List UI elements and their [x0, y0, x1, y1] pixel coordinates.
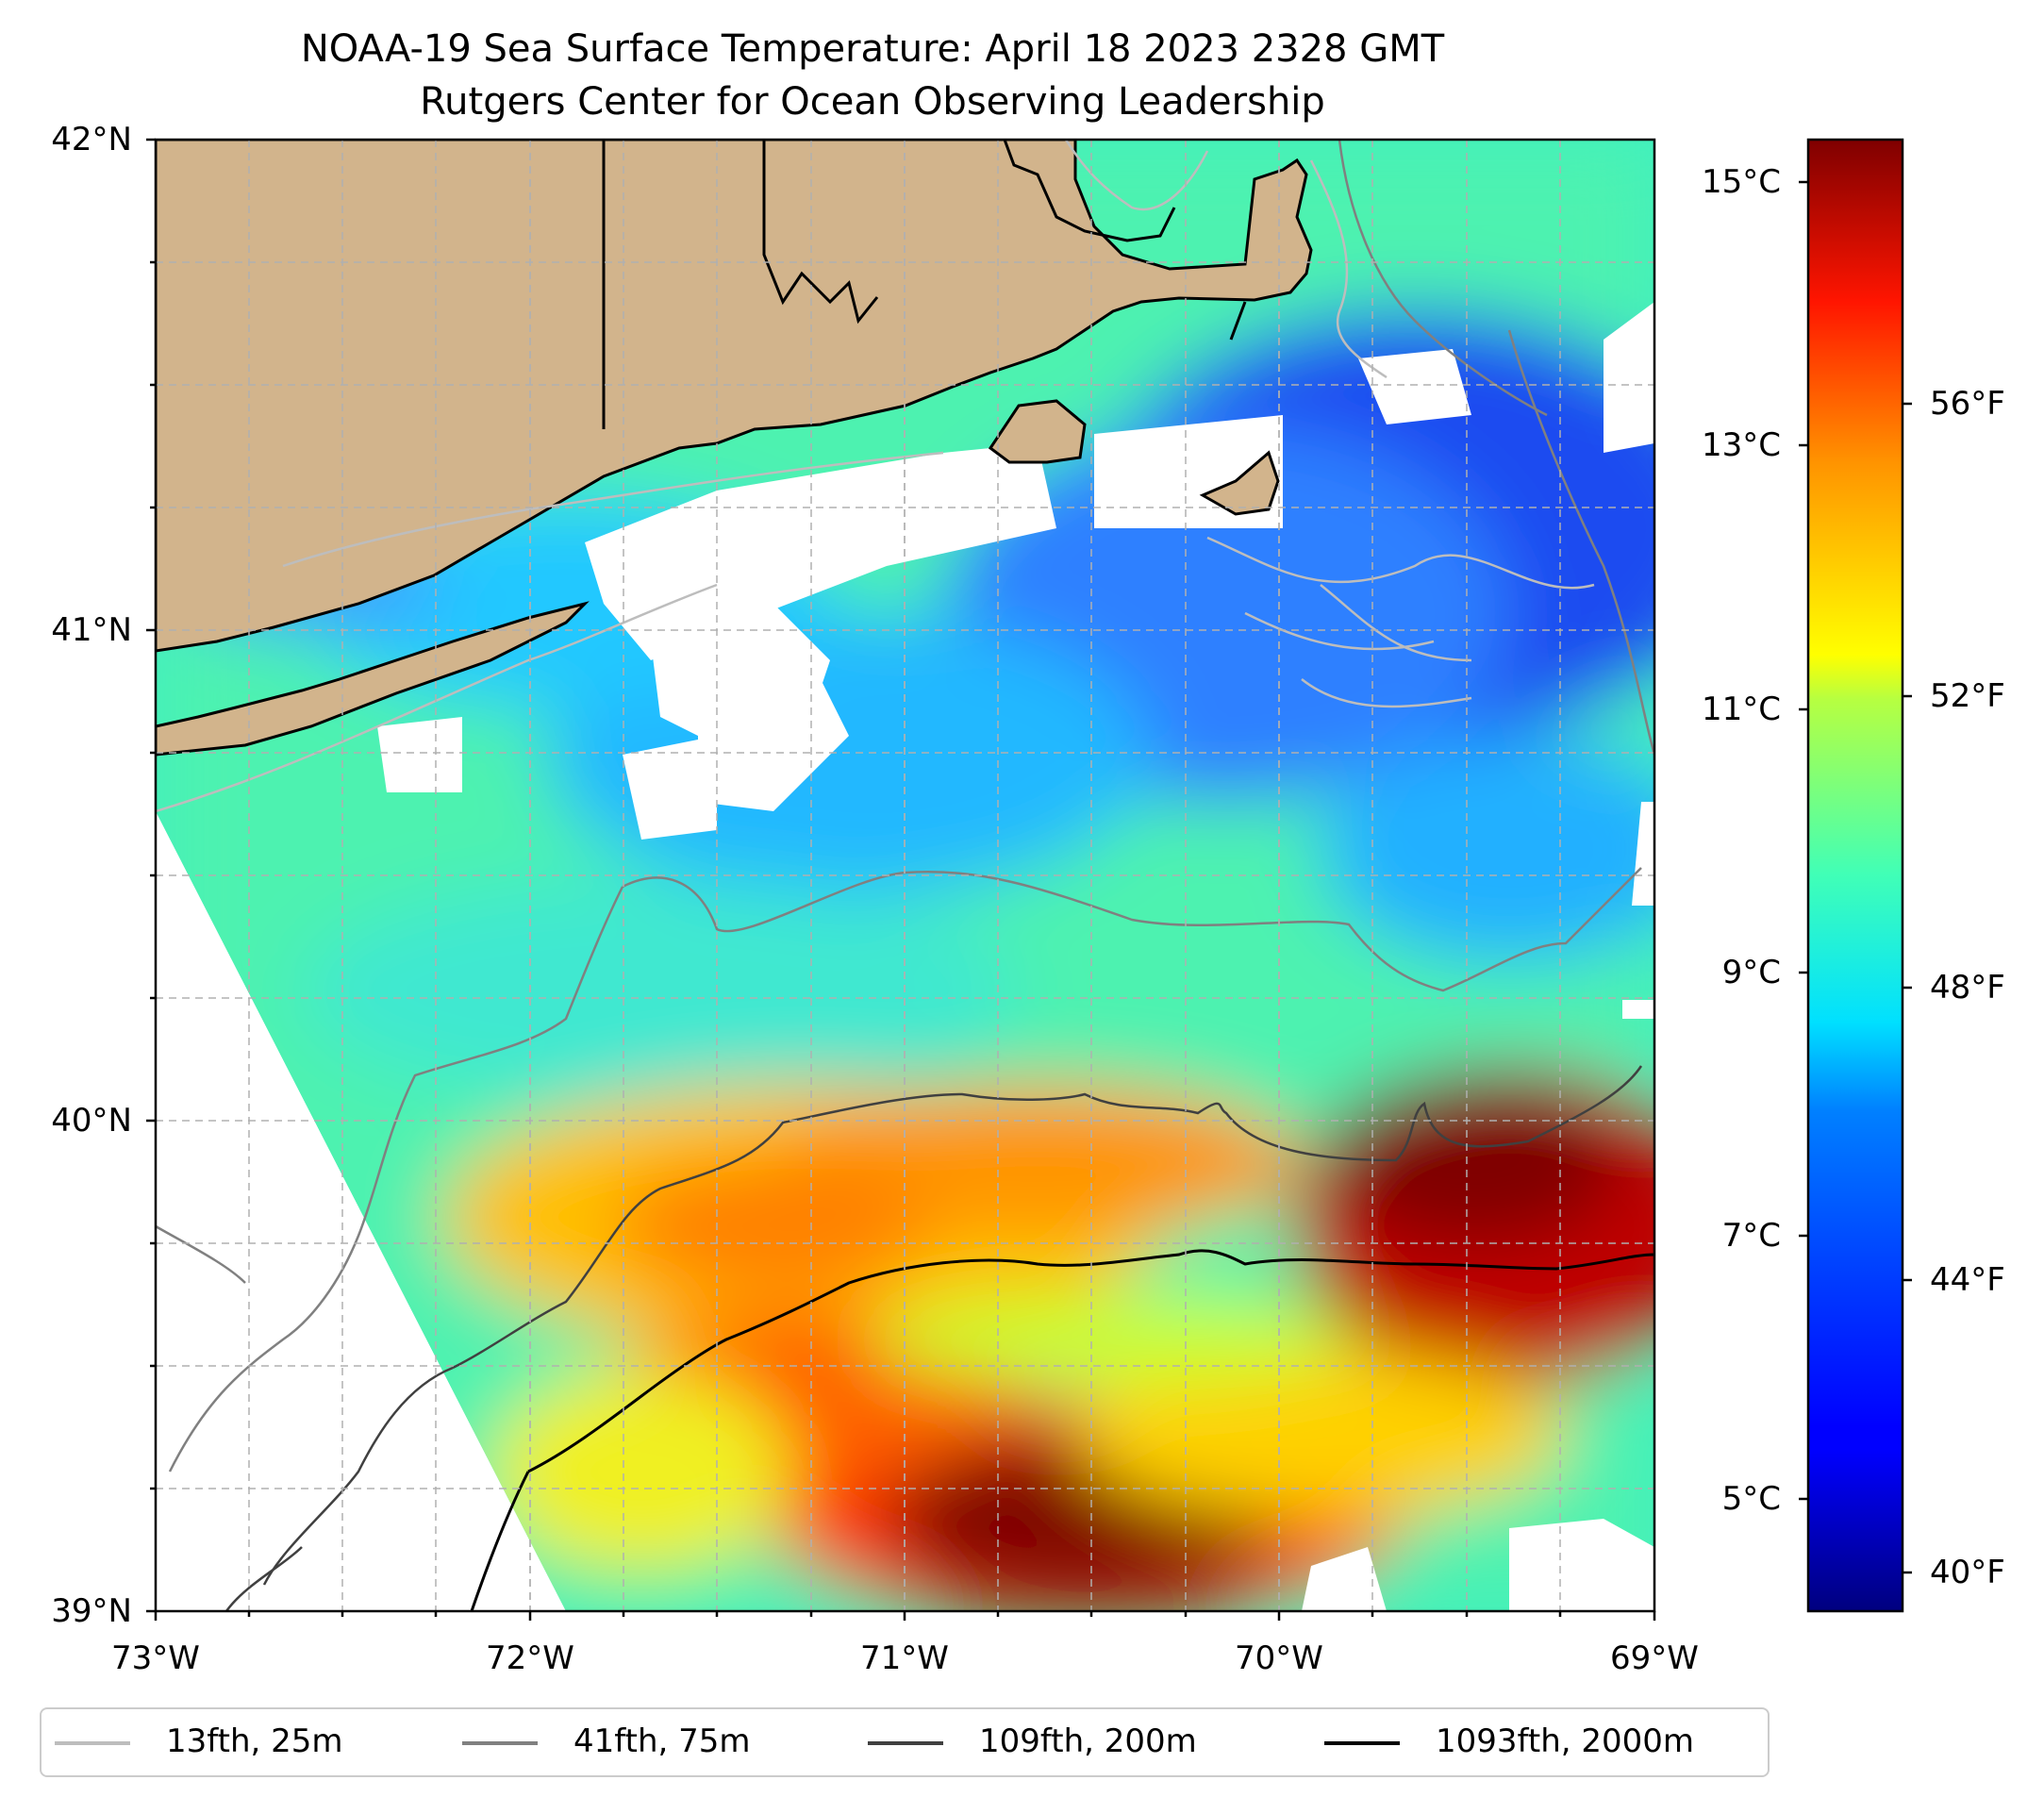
colorbar-label-7c: 7°C — [1721, 1217, 1781, 1255]
colorbar — [1799, 138, 1912, 1613]
colorbar-label-52f: 52°F — [1930, 677, 2005, 715]
legend-label-2000m: 1093fth, 2000m — [1436, 1722, 1695, 1760]
legend-label-75m: 41fth, 75m — [573, 1722, 751, 1760]
colorbar-label-11c: 11°C — [1701, 691, 1781, 728]
legend-label-25m: 13fth, 25m — [166, 1722, 343, 1760]
colorbar-label-5c: 5°C — [1721, 1480, 1781, 1518]
plot-frame — [146, 138, 1656, 1621]
lat-label-39: 39°N — [51, 1592, 132, 1630]
lat-label-41: 41°N — [51, 611, 132, 649]
land — [156, 140, 1313, 757]
lat-label-40: 40°N — [51, 1102, 132, 1140]
colorbar-label-56f: 56°F — [1930, 385, 2005, 423]
lon-label-70: 70°W — [1235, 1639, 1323, 1677]
lon-label-69: 69°W — [1610, 1639, 1699, 1677]
colorbar-label-48f: 48°F — [1930, 969, 2005, 1007]
map-title: NOAA-19 Sea Surface Temperature: April 1… — [300, 27, 1445, 71]
depth-legend: 13fth, 25m 41fth, 75m 109fth, 200m 1093f… — [40, 1707, 1770, 1777]
lon-label-71: 71°W — [860, 1639, 949, 1677]
lat-label-42: 42°N — [51, 121, 132, 158]
colorbar-label-9c: 9°C — [1721, 954, 1781, 991]
colorbar-label-40f: 40°F — [1930, 1554, 2005, 1591]
legend-line-75m — [462, 1741, 538, 1745]
legend-line-2000m — [1324, 1741, 1400, 1745]
lon-label-73: 73°W — [111, 1639, 200, 1677]
gridlines — [156, 140, 1654, 1611]
colorbar-label-44f: 44°F — [1930, 1261, 2005, 1299]
legend-label-200m: 109fth, 200m — [979, 1722, 1197, 1760]
colorbar-label-15c: 15°C — [1701, 163, 1781, 201]
legend-line-200m — [868, 1741, 943, 1745]
colorbar-label-13c: 13°C — [1701, 426, 1781, 464]
coastline — [602, 140, 1247, 429]
bathymetry-contours — [156, 140, 1654, 1611]
map-subtitle: Rutgers Center for Ocean Observing Leade… — [420, 80, 1325, 124]
lon-label-72: 72°W — [486, 1639, 574, 1677]
legend-line-25m — [55, 1741, 130, 1745]
